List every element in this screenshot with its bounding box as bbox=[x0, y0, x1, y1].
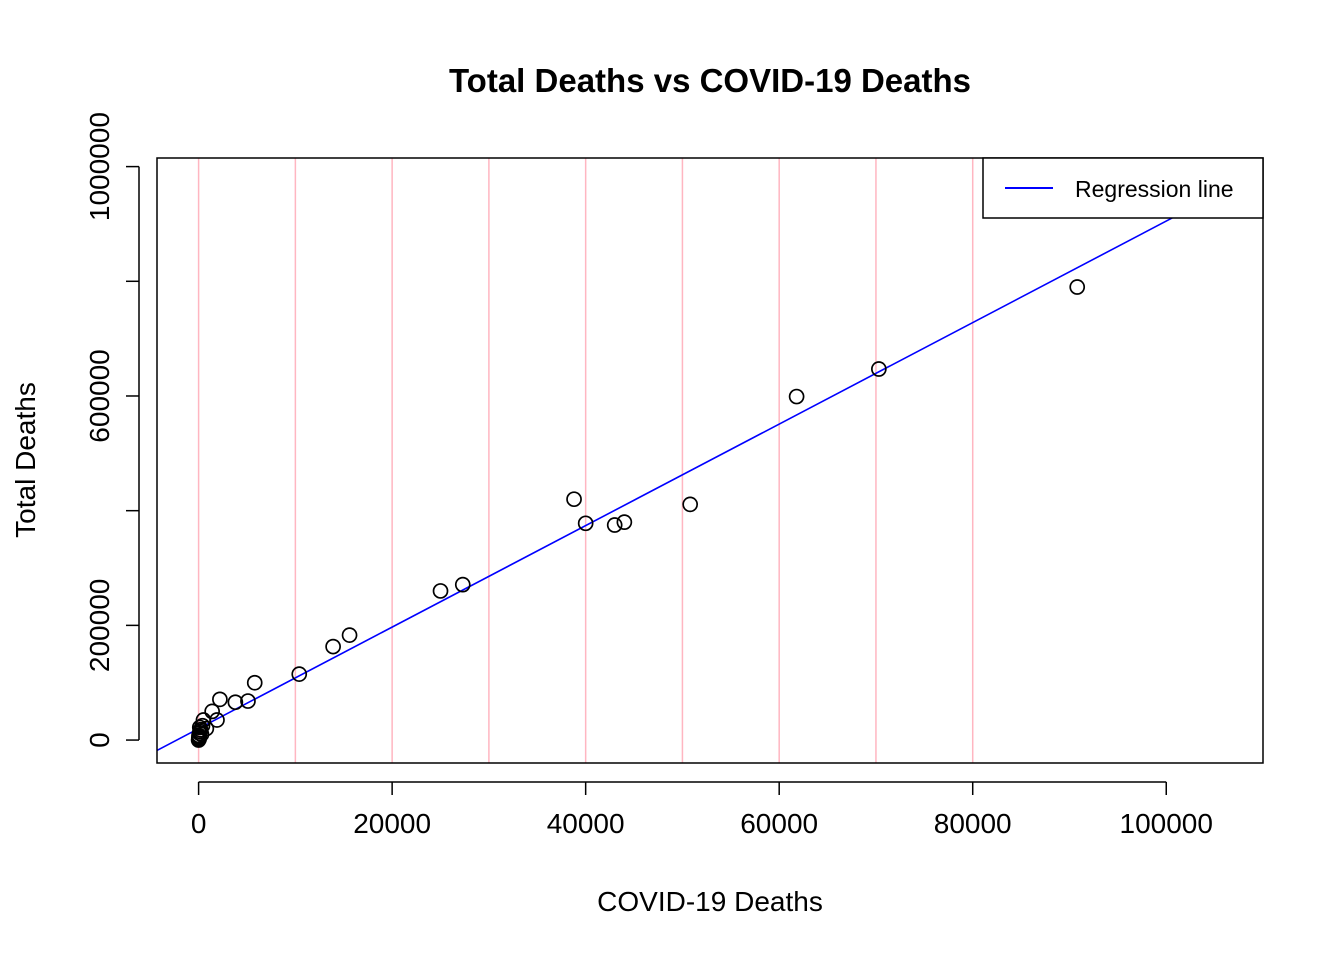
data-point bbox=[616, 514, 633, 530]
data-point bbox=[341, 627, 358, 643]
data-point bbox=[212, 691, 228, 708]
data-point bbox=[432, 583, 449, 599]
data-point bbox=[566, 491, 582, 508]
regression-line bbox=[156, 169, 1264, 752]
legend: Regression line bbox=[982, 157, 1264, 219]
x-tick-label: 80000 bbox=[934, 808, 1012, 839]
points-layer bbox=[190, 279, 1086, 748]
y-tick-label: 200000 bbox=[84, 579, 115, 672]
plot-frame bbox=[156, 157, 1264, 764]
grid-layer bbox=[197, 158, 974, 763]
chart-title: Total Deaths vs COVID-19 Deaths bbox=[449, 62, 971, 99]
y-tick-label: 600000 bbox=[84, 349, 115, 442]
data-point bbox=[191, 719, 208, 736]
data-point bbox=[682, 496, 699, 513]
x-axis: 0 20000 40000 60000 80000 100000 bbox=[191, 781, 1213, 839]
data-point bbox=[209, 712, 225, 728]
x-tick-label: 40000 bbox=[547, 808, 625, 839]
data-point bbox=[291, 666, 308, 682]
data-point bbox=[1069, 279, 1086, 295]
data-point bbox=[194, 717, 211, 734]
legend-label-regression: Regression line bbox=[1075, 176, 1234, 202]
data-point bbox=[240, 693, 256, 709]
data-point bbox=[246, 674, 263, 691]
data-point bbox=[606, 517, 623, 533]
x-axis-label: COVID-19 Deaths bbox=[597, 886, 823, 917]
y-tick-label: 0 bbox=[84, 732, 115, 748]
data-point bbox=[454, 576, 471, 593]
data-point bbox=[198, 720, 215, 737]
regression-layer bbox=[156, 169, 1264, 752]
data-point bbox=[871, 361, 887, 377]
x-tick-label: 20000 bbox=[353, 808, 431, 839]
x-tick-label: 0 bbox=[191, 808, 207, 839]
x-tick-label: 100000 bbox=[1120, 808, 1213, 839]
x-tick-label: 60000 bbox=[740, 808, 818, 839]
y-tick-label: 1000000 bbox=[84, 112, 115, 221]
data-point bbox=[325, 638, 341, 655]
data-point bbox=[577, 515, 594, 532]
data-point bbox=[788, 388, 805, 405]
y-axis-label: Total Deaths bbox=[10, 382, 41, 538]
data-point bbox=[204, 703, 221, 720]
y-axis: 0 200000 600000 1000000 bbox=[84, 112, 140, 748]
data-point bbox=[227, 694, 244, 711]
